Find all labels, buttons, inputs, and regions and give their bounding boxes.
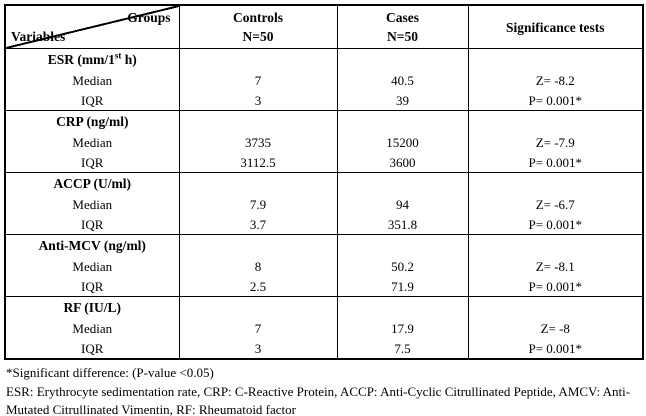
controls-median-esr: 7 [178,70,338,90]
iqr-row-crp: IQR 3112.5 3600 P= 0.001* [4,152,644,173]
empty-cell [178,234,338,256]
iqr-row-anti-mcv: IQR 2.5 71.9 P= 0.001* [4,276,644,297]
empty-cell [336,172,469,194]
cases-median-crp: 15200 [336,132,469,152]
iqr-row-accp: IQR 3.7 351.8 P= 0.001* [4,214,644,235]
header-cell-controls: Controls N=50 [178,5,338,49]
controls-iqr-crp: 3112.5 [178,152,338,173]
p-value-crp: P= 0.001* [467,152,644,173]
stat-label-median: Median [4,256,180,276]
p-value-rf: P= 0.001* [467,338,644,359]
empty-cell [467,234,644,256]
stat-label-iqr: IQR [4,214,180,235]
empty-cell [467,110,644,132]
controls-median-anti-mcv: 8 [178,256,338,276]
stat-label-median: Median [4,70,180,90]
header-cell-groups-variables: Groups Variables [4,5,180,49]
p-value-accp: P= 0.001* [467,214,644,235]
controls-median-accp: 7.9 [178,194,338,214]
median-row-esr: Median 7 40.5 Z= -8.2 [4,70,644,90]
z-value-accp: Z= -6.7 [467,194,644,214]
empty-cell [336,48,469,70]
empty-cell [178,48,338,70]
empty-cell [467,172,644,194]
controls-iqr-anti-mcv: 2.5 [178,276,338,297]
variable-name-crp: CRP (ng/ml) [4,110,180,132]
controls-median-crp: 3735 [178,132,338,152]
p-value-esr: P= 0.001* [467,90,644,111]
controls-iqr-accp: 3.7 [178,214,338,235]
z-value-crp: Z= -7.9 [467,132,644,152]
stat-label-iqr: IQR [4,152,180,173]
z-value-esr: Z= -8.2 [467,70,644,90]
stat-label-median: Median [4,318,180,338]
stat-label-median: Median [4,132,180,152]
variable-name-text: Anti-MCV (ng/ml) [38,238,146,253]
variable-name-rf: RF (IU/L) [4,296,180,318]
empty-cell [467,296,644,318]
header-cell-significance: Significance tests [467,5,644,49]
iqr-row-rf: IQR 3 7.5 P= 0.001* [4,338,644,359]
abbreviations-footnote: ESR: Erythrocyte sedimentation rate, CRP… [6,383,631,416]
stat-label-iqr: IQR [4,338,180,359]
empty-cell [467,48,644,70]
cases-median-rf: 17.9 [336,318,469,338]
table-footnotes: *Significant difference: (P-value <0.05)… [4,364,642,416]
variable-name-text: CRP (ng/ml) [56,114,129,129]
cases-iqr-rf: 7.5 [336,338,469,359]
cases-iqr-crp: 3600 [336,152,469,173]
stat-label-iqr: IQR [4,276,180,297]
variable-row-anti-mcv: Anti-MCV (ng/ml) [4,234,644,256]
median-row-anti-mcv: Median 8 50.2 Z= -8.1 [4,256,644,276]
controls-label: Controls [232,10,283,25]
cases-iqr-esr: 39 [336,90,469,111]
median-row-rf: Median 7 17.9 Z= -8 [4,318,644,338]
variable-name-esr: ESR (mm/1st h) [4,48,180,70]
stat-label-median: Median [4,194,180,214]
variable-row-crp: CRP (ng/ml) [4,110,644,132]
median-row-crp: Median 3735 15200 Z= -7.9 [4,132,644,152]
header-row: Groups Variables Controls N=50 Cases N=5… [4,5,644,49]
variable-name-anti-mcv: Anti-MCV (ng/ml) [4,234,180,256]
empty-cell [336,234,469,256]
significance-footnote: *Significant difference: (P-value <0.05) [6,365,214,380]
empty-cell [178,110,338,132]
variable-name-text-end: h) [121,52,137,67]
variable-name-accp: ACCP (U/ml) [4,172,180,194]
variable-row-accp: ACCP (U/ml) [4,172,644,194]
p-value-anti-mcv: P= 0.001* [467,276,644,297]
iqr-row-esr: IQR 3 39 P= 0.001* [4,90,644,111]
cases-n-label: N=50 [387,29,418,44]
controls-median-rf: 7 [178,318,338,338]
cases-iqr-anti-mcv: 71.9 [336,276,469,297]
controls-iqr-rf: 3 [178,338,338,359]
variable-name-text: RF (IU/L) [63,300,122,315]
significance-label: Significance tests [505,19,605,35]
cases-median-esr: 40.5 [336,70,469,90]
variable-name-text: ESR (mm/1 [47,52,115,67]
controls-iqr-esr: 3 [178,90,338,111]
variable-row-esr: ESR (mm/1st h) [4,48,644,70]
z-value-rf: Z= -8 [467,318,644,338]
comparison-table: Groups Variables Controls N=50 Cases N=5… [4,4,644,360]
groups-header-label: Groups [127,10,171,25]
controls-n-label: N=50 [242,29,274,44]
empty-cell [336,110,469,132]
cases-median-anti-mcv: 50.2 [336,256,469,276]
cases-median-accp: 94 [336,194,469,214]
empty-cell [178,296,338,318]
empty-cell [178,172,338,194]
variable-name-text: ACCP (U/ml) [53,176,132,191]
cases-label: Cases [386,10,419,25]
stat-label-iqr: IQR [4,90,180,111]
median-row-accp: Median 7.9 94 Z= -6.7 [4,194,644,214]
header-cell-cases: Cases N=50 [336,5,469,49]
variable-name-superscript: st [114,50,122,61]
empty-cell [336,296,469,318]
cases-iqr-accp: 351.8 [336,214,469,235]
z-value-anti-mcv: Z= -8.1 [467,256,644,276]
variable-row-rf: RF (IU/L) [4,296,644,318]
variables-header-label: Variables [11,29,66,44]
